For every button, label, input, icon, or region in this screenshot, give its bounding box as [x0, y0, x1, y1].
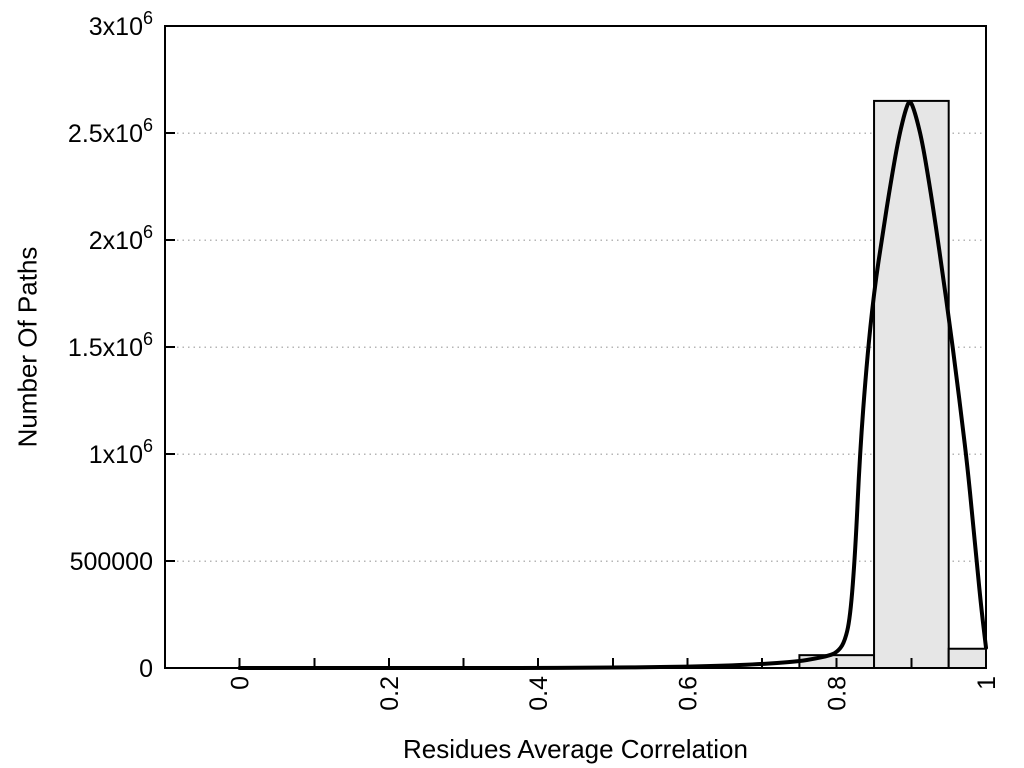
y-tick-label: 2.5x106 [68, 115, 153, 148]
histogram-bar [873, 99, 950, 669]
y-tick-label: 0 [139, 655, 153, 683]
y-tick-label: 500000 [70, 548, 153, 576]
histogram-bar [947, 647, 987, 669]
y-tick-label: 1x106 [89, 436, 153, 469]
y-tick-label: 2x106 [89, 222, 153, 255]
x-tick-label: 0 [227, 676, 255, 690]
x-tick-label: 0.8 [824, 676, 852, 711]
x-tick-label: 0.2 [376, 676, 404, 711]
plot-border [164, 25, 987, 669]
x-tick-label: 0.4 [525, 676, 553, 711]
x-tick-label: 1 [973, 676, 1001, 690]
x-axis-title: Residues Average Correlation [403, 734, 748, 764]
x-tick-label: 0.6 [674, 676, 702, 711]
y-axis-title: Number Of Paths [12, 246, 43, 448]
y-axis-title-wrap: Number Of Paths [12, 26, 42, 668]
y-tick-label: 1.5x106 [68, 329, 153, 362]
y-tick-label: 3x106 [89, 8, 153, 41]
